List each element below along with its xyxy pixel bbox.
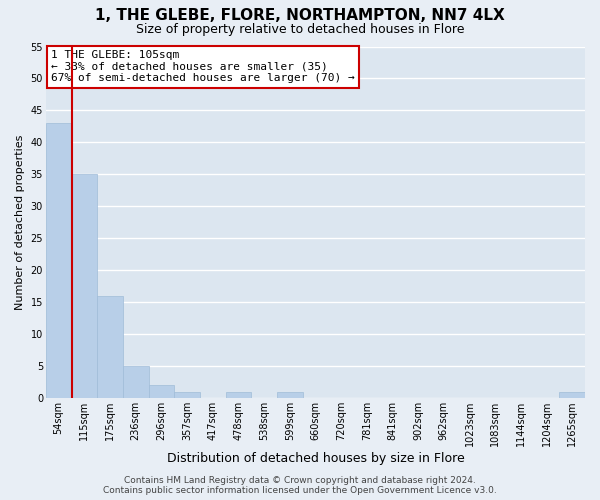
Bar <box>71 174 97 398</box>
Text: Size of property relative to detached houses in Flore: Size of property relative to detached ho… <box>136 22 464 36</box>
Y-axis label: Number of detached properties: Number of detached properties <box>15 134 25 310</box>
X-axis label: Distribution of detached houses by size in Flore: Distribution of detached houses by size … <box>167 452 464 465</box>
Text: 1, THE GLEBE, FLORE, NORTHAMPTON, NN7 4LX: 1, THE GLEBE, FLORE, NORTHAMPTON, NN7 4L… <box>95 8 505 22</box>
Bar <box>149 386 174 398</box>
Text: Contains HM Land Registry data © Crown copyright and database right 2024.
Contai: Contains HM Land Registry data © Crown c… <box>103 476 497 495</box>
Bar <box>46 123 71 398</box>
Bar <box>174 392 200 398</box>
Bar <box>277 392 302 398</box>
Bar <box>559 392 585 398</box>
Bar <box>97 296 123 398</box>
Text: 1 THE GLEBE: 105sqm
← 33% of detached houses are smaller (35)
67% of semi-detach: 1 THE GLEBE: 105sqm ← 33% of detached ho… <box>51 50 355 83</box>
Bar <box>123 366 149 398</box>
Bar <box>226 392 251 398</box>
